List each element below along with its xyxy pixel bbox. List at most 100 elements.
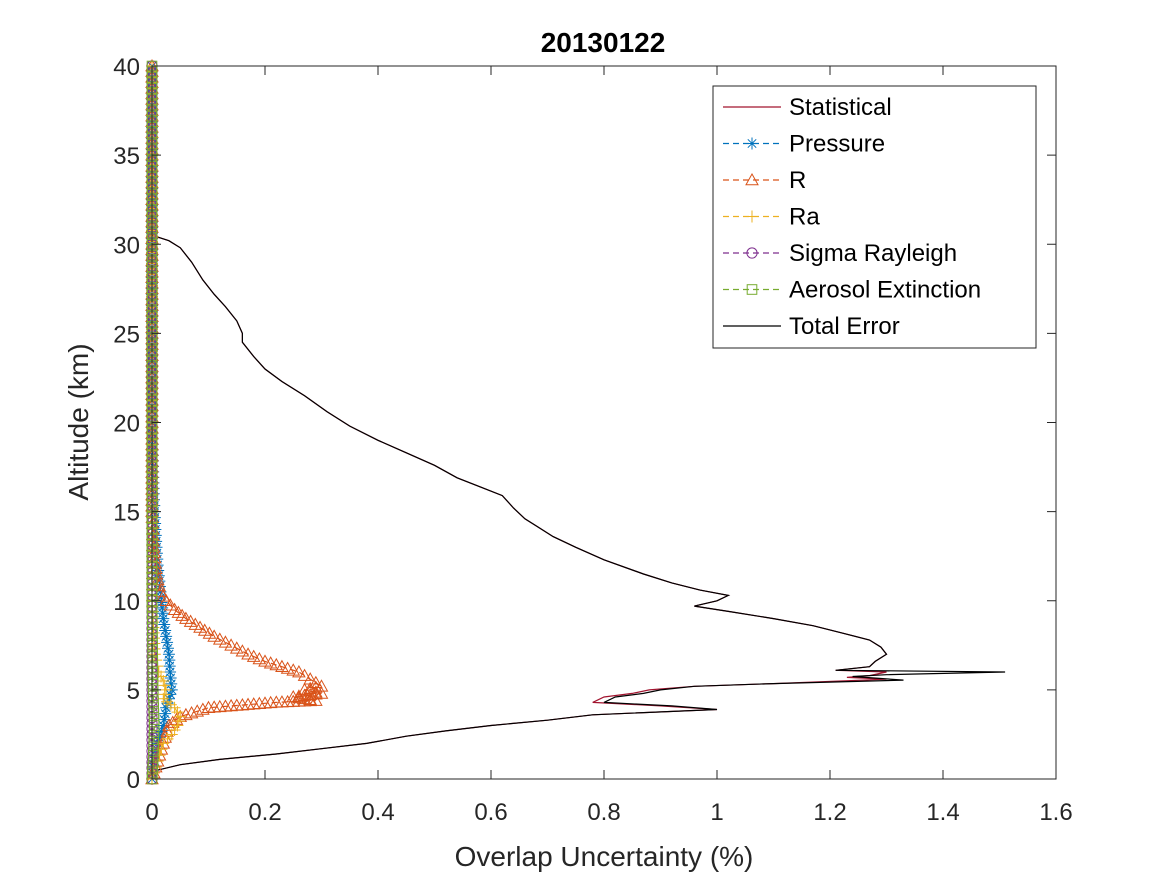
series-marker-pressure <box>164 666 177 679</box>
series-marker-pressure <box>164 671 177 684</box>
series-marker-aerosol-extinction <box>147 662 159 673</box>
x-tick-label: 1.4 <box>926 799 959 826</box>
y-tick-label: 20 <box>113 411 140 438</box>
series-marker-r <box>229 641 244 654</box>
x-axis-label: Overlap Uncertainty (%) <box>455 841 754 872</box>
series-marker-r <box>286 663 301 676</box>
series-marker-aerosol-extinction <box>147 755 159 767</box>
legend-marker <box>746 210 758 223</box>
series-marker-r <box>263 656 278 669</box>
legend-item-aerosol-extinction: Aerosol Extinction <box>723 277 981 304</box>
series-marker-aerosol-extinction <box>147 673 159 685</box>
legend-item-pressure: Pressure <box>723 131 885 158</box>
series-marker-pressure <box>153 731 166 744</box>
y-tick-label: 30 <box>113 232 140 259</box>
series-marker-pressure <box>162 642 175 655</box>
plot-frame <box>151 65 1057 780</box>
series-marker-aerosol-extinction <box>148 732 160 743</box>
series-marker-pressure <box>161 636 174 649</box>
series-marker-r <box>241 647 255 660</box>
series-marker-r <box>165 715 180 728</box>
series-marker-ra <box>157 737 170 750</box>
series-line-total-error <box>151 66 1006 780</box>
series-marker-pressure <box>156 601 169 614</box>
series-marker-aerosol-extinction <box>148 702 159 714</box>
series-marker-aerosol-extinction <box>148 726 160 737</box>
chart-title: 20130122 <box>541 27 666 58</box>
legend-item-r: R <box>723 167 806 194</box>
series-marker-pressure <box>159 707 172 720</box>
legend-marker <box>746 284 758 295</box>
series-marker-aerosol-extinction <box>148 696 159 708</box>
legend-box <box>712 85 1037 349</box>
x-tick-label: 1.6 <box>1039 799 1072 826</box>
legend-item-statistical: Statistical <box>723 94 892 121</box>
legend-item-ra: Ra <box>723 204 820 231</box>
series-marker-r <box>275 659 289 673</box>
series-marker-aerosol-extinction <box>147 640 158 651</box>
y-tick-label: 10 <box>113 589 140 616</box>
series-marker-aerosol-extinction <box>148 738 159 749</box>
series-marker-r <box>171 605 186 618</box>
series-marker-r <box>159 593 173 607</box>
series-marker-r <box>258 654 272 667</box>
series-marker-r <box>207 629 221 642</box>
series-marker-aerosol-extinction <box>147 761 159 773</box>
y-tick-label: 40 <box>113 54 140 81</box>
y-axis-label: Altitude (km) <box>63 343 94 500</box>
series-marker-r <box>184 706 199 719</box>
series-marker-pressure <box>165 677 178 690</box>
series-marker-aerosol-extinction <box>148 714 160 725</box>
legend-item-sigma-rayleigh: Sigma Rayleigh <box>723 240 957 267</box>
series-marker-r <box>196 702 210 715</box>
series-marker-pressure <box>157 612 170 625</box>
series-marker-aerosol-extinction <box>147 645 158 657</box>
series-marker-aerosol-extinction <box>147 667 159 679</box>
x-tick-label: 0.4 <box>361 799 394 826</box>
legend-item-total-error: Total Error <box>723 313 900 340</box>
y-tick-label: 25 <box>113 321 140 348</box>
series-marker-ra <box>155 743 168 756</box>
series-marker-pressure <box>155 725 168 738</box>
series-marker-pressure <box>154 585 167 598</box>
legend-label: Pressure <box>789 131 885 158</box>
series-marker-pressure <box>157 719 170 732</box>
series-marker-r <box>190 704 205 717</box>
x-tick-label: 0.8 <box>587 799 620 826</box>
x-tick-label: 0 <box>145 799 158 826</box>
series-marker-pressure <box>159 624 172 637</box>
series-marker-r <box>167 602 182 615</box>
series-marker-r <box>175 608 189 621</box>
x-tick-label: 0.6 <box>474 799 507 826</box>
legend-marker <box>746 247 758 259</box>
series-total-error <box>151 66 1006 780</box>
series-marker-r <box>246 649 261 662</box>
series-marker-pressure <box>160 701 173 714</box>
series-marker-pressure <box>158 618 171 631</box>
y-tick-label: 35 <box>113 143 140 170</box>
series-marker-pressure <box>156 607 169 620</box>
series-marker-r <box>224 638 238 651</box>
y-tick-label: 15 <box>113 500 140 527</box>
series-marker-aerosol-extinction <box>148 708 160 719</box>
series-marker-pressure <box>155 591 168 604</box>
legend-label: R <box>789 167 806 194</box>
series-marker-aerosol-extinction <box>148 690 159 702</box>
series-marker-r <box>212 632 227 645</box>
series-marker-r <box>280 661 295 674</box>
series-marker-r <box>297 668 312 681</box>
series-marker-r <box>252 651 267 665</box>
series-marker-aerosol-extinction <box>148 743 159 755</box>
series-marker-aerosol-extinction <box>148 720 160 731</box>
series-marker-r <box>292 665 306 678</box>
series-marker-aerosol-extinction <box>147 656 159 668</box>
legend-marker <box>746 137 758 150</box>
series-marker-aerosol-extinction <box>147 679 159 690</box>
x-tick-label: 1.2 <box>813 799 846 826</box>
series-marker-pressure <box>158 713 171 726</box>
x-tick-label: 1 <box>710 799 723 826</box>
y-tick-label: 0 <box>127 767 140 794</box>
series-marker-aerosol-extinction <box>148 749 159 761</box>
series-marker-r <box>179 707 193 721</box>
